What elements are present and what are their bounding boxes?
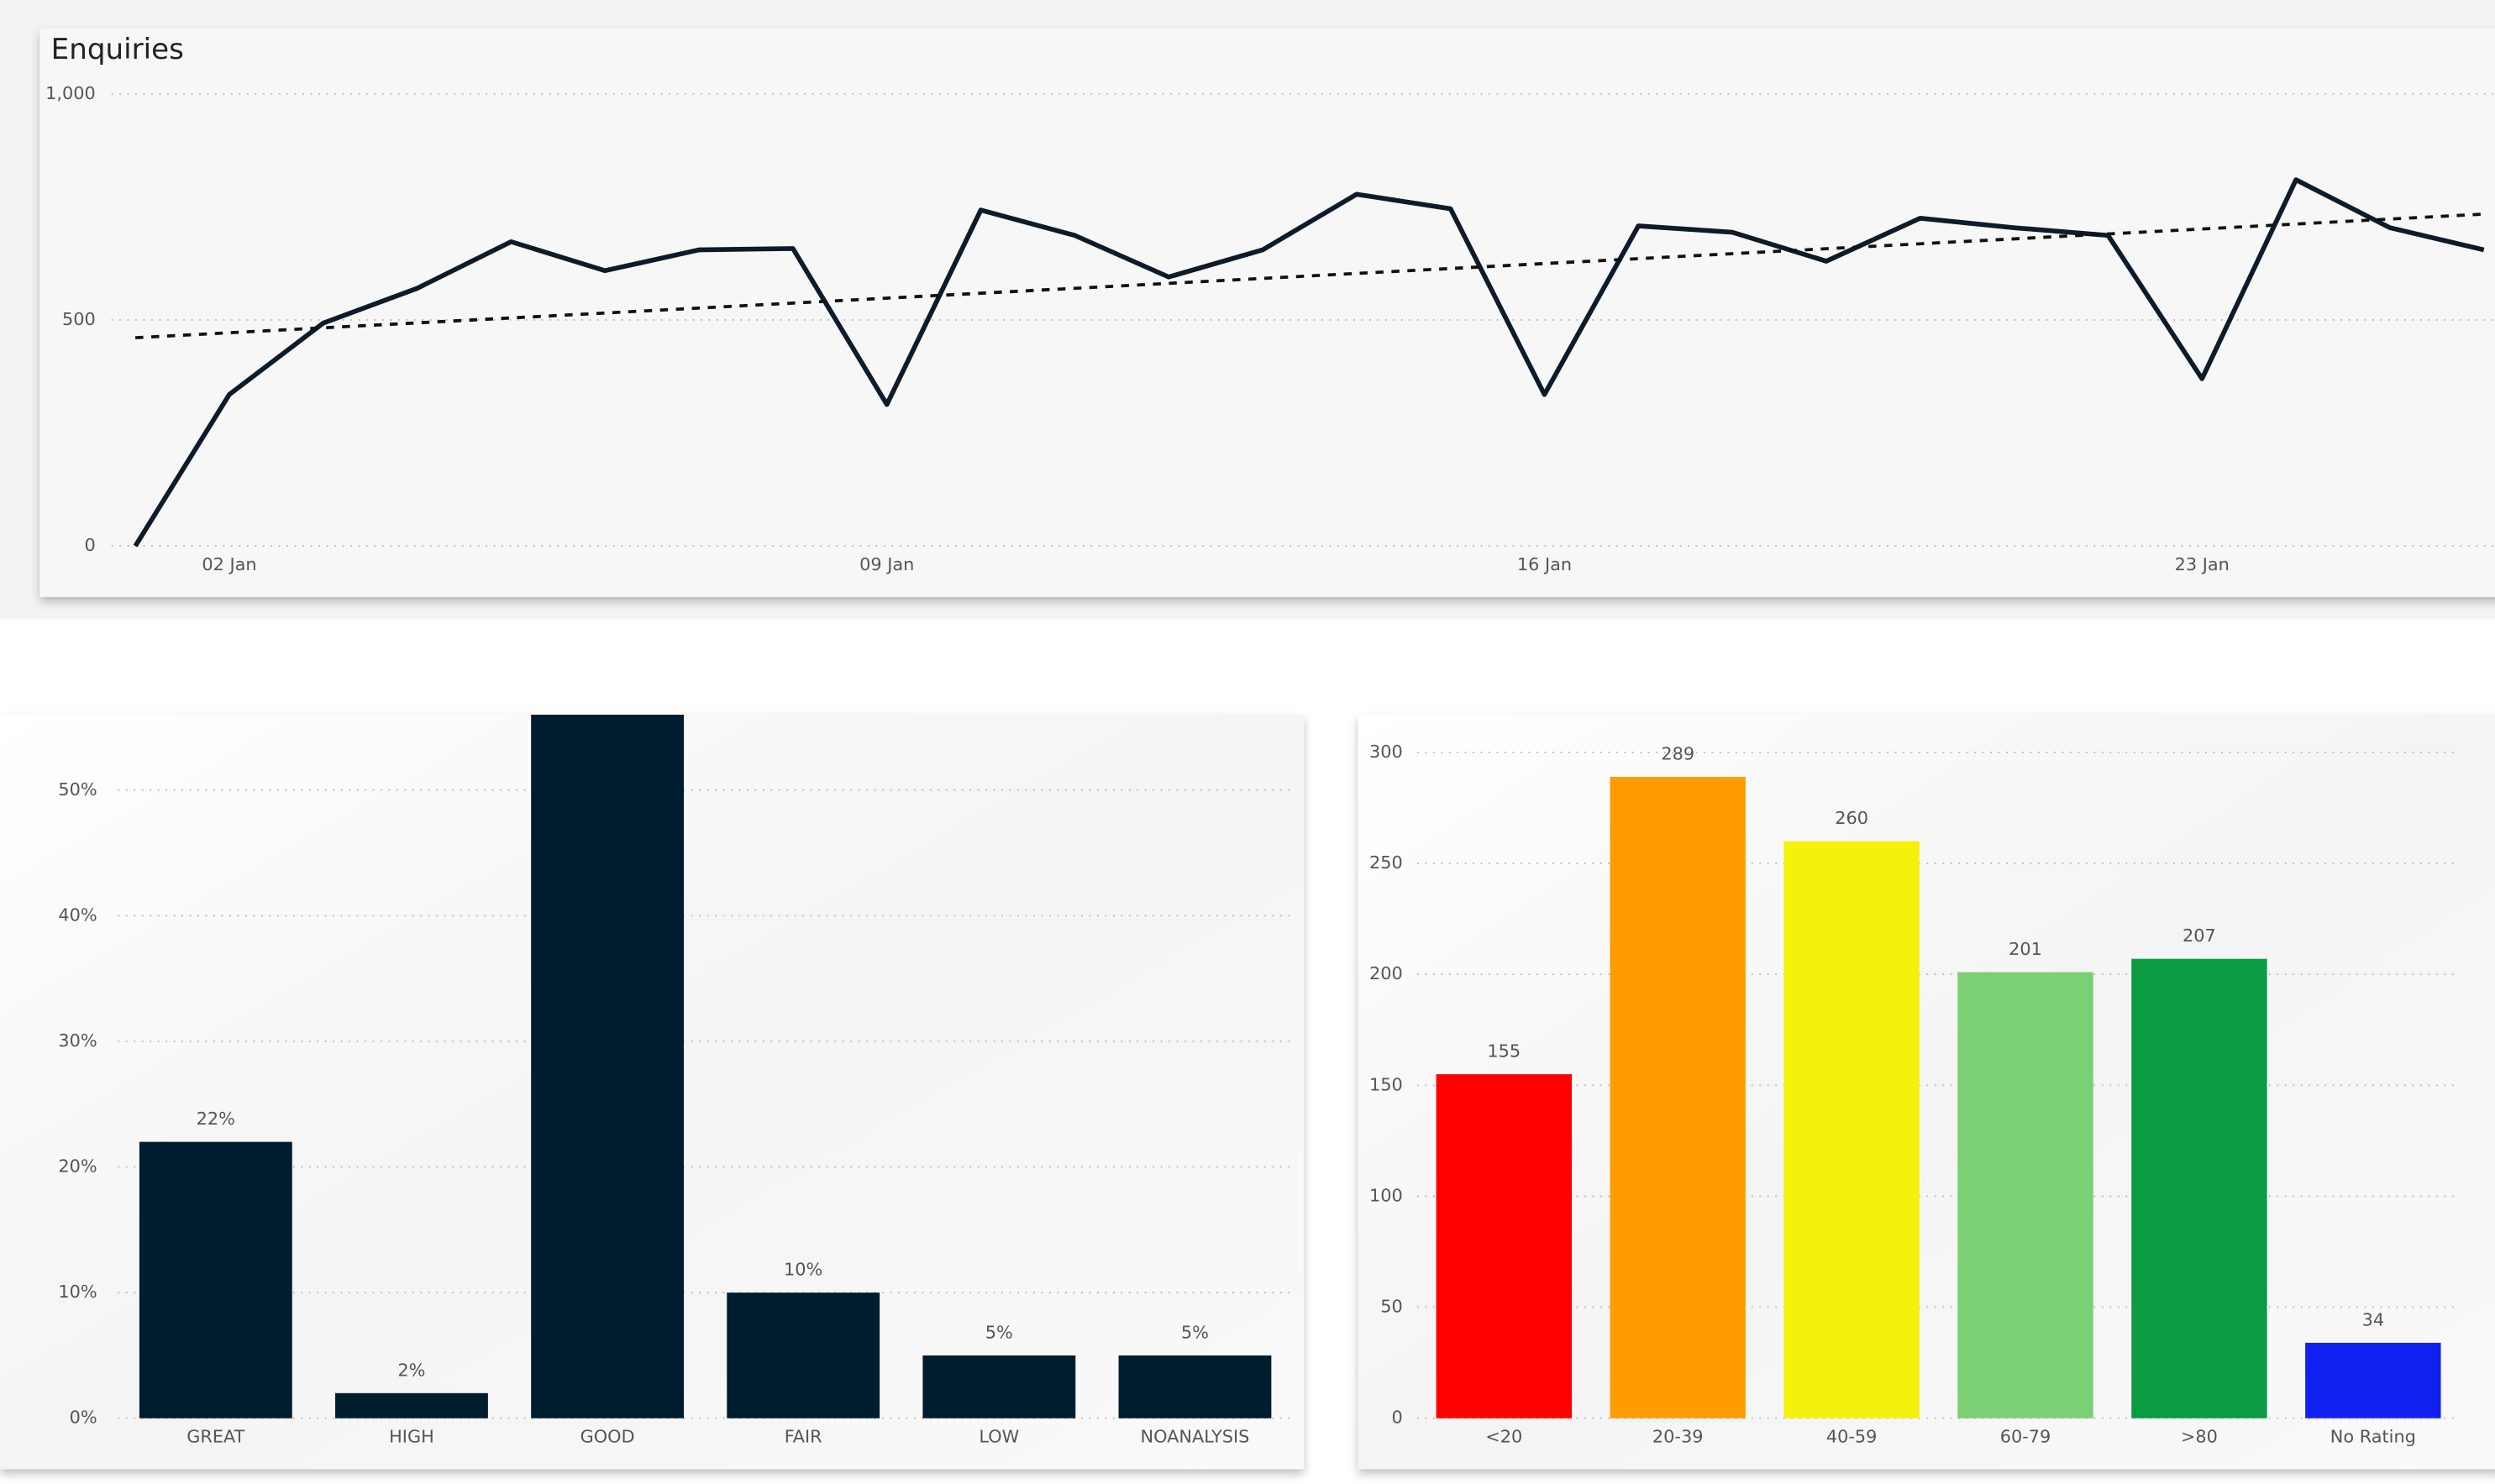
- bar: [531, 714, 685, 1418]
- data-label: 260: [1835, 808, 1868, 828]
- bar: [139, 1141, 292, 1418]
- y-tick-label: 50%: [58, 779, 97, 800]
- bar: [922, 1355, 1076, 1418]
- x-tick-label: GOOD: [580, 1426, 635, 1446]
- x-tick-label: GREAT: [186, 1426, 244, 1446]
- data-label: 155: [1487, 1041, 1521, 1062]
- bar: [1957, 972, 2093, 1418]
- x-tick-label: >80: [2181, 1426, 2218, 1446]
- data-label: 201: [2009, 939, 2042, 959]
- y-tick-label: 100: [1369, 1185, 1403, 1205]
- y-tick-label: 0: [84, 535, 95, 555]
- x-tick-label: HIGH: [389, 1426, 434, 1446]
- y-tick-label: 500: [62, 309, 96, 329]
- y-tick-label: 300: [1369, 742, 1403, 762]
- x-tick-label: 09 Jan: [859, 554, 914, 574]
- y-tick-label: 1,000: [45, 83, 96, 103]
- data-label: 34: [2362, 1309, 2385, 1329]
- bar: [2131, 958, 2267, 1418]
- x-tick-label: LOW: [979, 1426, 1019, 1446]
- line-panel: [39, 29, 2495, 597]
- data-label: 22%: [197, 1109, 235, 1129]
- y-tick-label: 0%: [70, 1408, 97, 1428]
- x-tick-label: 23 Jan: [2175, 554, 2230, 574]
- y-tick-label: 40%: [58, 905, 97, 925]
- x-tick-label: 02 Jan: [202, 554, 256, 574]
- y-tick-label: 200: [1369, 963, 1403, 983]
- bar: [1118, 1355, 1272, 1418]
- x-tick-label: No Rating: [2330, 1426, 2416, 1446]
- y-tick-label: 30%: [58, 1030, 97, 1051]
- data-label: 2%: [397, 1360, 425, 1380]
- x-tick-label: 60-79: [2000, 1426, 2051, 1446]
- data-label: 289: [1661, 743, 1694, 763]
- data-label: 5%: [1181, 1322, 1209, 1342]
- y-tick-label: 20%: [58, 1156, 97, 1177]
- x-tick-label: <20: [1485, 1426, 1522, 1446]
- y-tick-label: 50: [1380, 1297, 1403, 1317]
- x-tick-label: 40-59: [1826, 1426, 1878, 1446]
- x-tick-label: NOANALYSIS: [1141, 1426, 1250, 1446]
- data-label: 10%: [784, 1260, 822, 1280]
- bar: [2305, 1342, 2441, 1418]
- y-tick-label: 250: [1369, 852, 1403, 873]
- bar: [1610, 776, 1746, 1418]
- y-tick-label: 150: [1369, 1074, 1403, 1094]
- data-label: 5%: [985, 1322, 1013, 1342]
- bar: [1436, 1074, 1572, 1418]
- data-label: 207: [2182, 926, 2216, 946]
- x-tick-label: 20-39: [1652, 1426, 1704, 1446]
- bar: [727, 1293, 880, 1418]
- chart-title: Enquiries: [51, 33, 184, 66]
- bar: [1783, 841, 1920, 1418]
- x-tick-label: 16 Jan: [1517, 554, 1572, 574]
- bar: [335, 1392, 488, 1418]
- x-tick-label: FAIR: [785, 1426, 822, 1446]
- y-tick-label: 10%: [58, 1282, 97, 1302]
- y-tick-label: 0: [1392, 1408, 1403, 1428]
- trend-line: [135, 212, 2484, 340]
